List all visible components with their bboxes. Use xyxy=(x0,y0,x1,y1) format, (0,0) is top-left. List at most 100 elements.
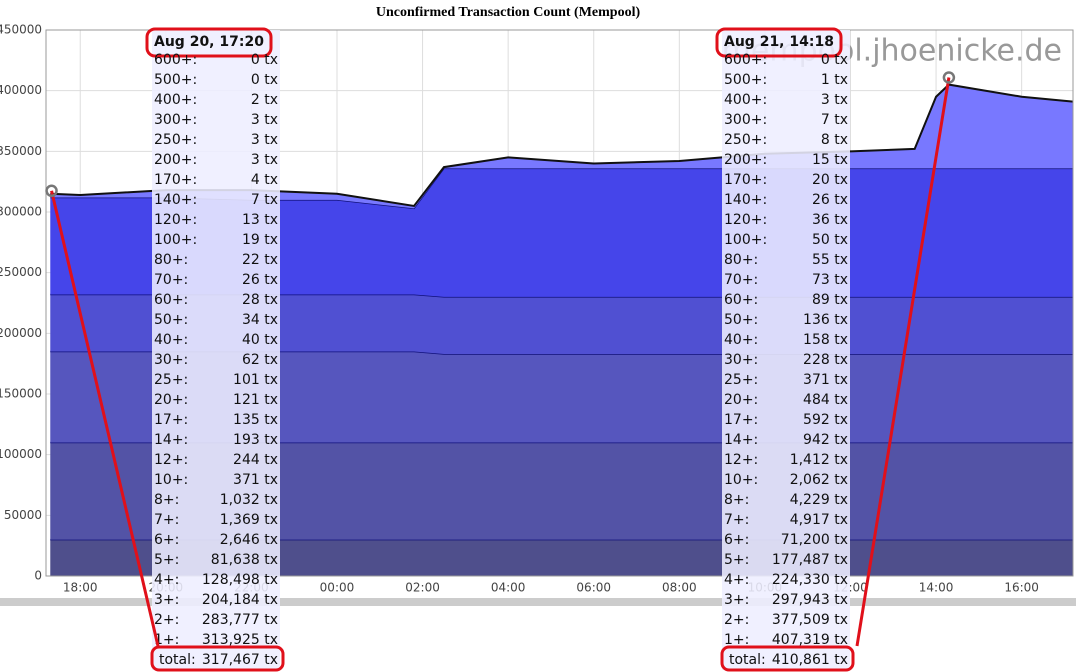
y-tick-label: 0 xyxy=(34,569,42,583)
tooltip-level: 7+: xyxy=(724,512,749,528)
tooltip-value: 371 tx xyxy=(803,372,848,388)
y-tick-label: 450000 xyxy=(0,23,42,37)
tooltip-level: 80+: xyxy=(724,252,758,268)
tooltip-value: 19 tx xyxy=(242,232,278,248)
tooltip-value: 193 tx xyxy=(233,432,278,448)
tooltip-value: 1,369 tx xyxy=(220,512,278,528)
tooltip-level: 70+: xyxy=(154,272,188,288)
tooltip-value: 89 tx xyxy=(812,292,848,308)
tooltip-level: 5+: xyxy=(724,552,749,568)
tooltip-total: 317,467 tx xyxy=(202,652,278,668)
tooltip-value: 2 tx xyxy=(251,92,278,108)
tooltip-value: 13 tx xyxy=(242,212,278,228)
tooltip-level: 60+: xyxy=(724,292,758,308)
tooltip-level: 4+: xyxy=(154,572,179,588)
tooltip-value: 158 tx xyxy=(803,332,848,348)
tooltip-level: 30+: xyxy=(724,352,758,368)
tooltip-value: 128,498 tx xyxy=(202,572,278,588)
tooltip-value: 228 tx xyxy=(803,352,848,368)
plot-border xyxy=(45,29,1074,577)
tooltip-value: 3 tx xyxy=(251,112,278,128)
y-tick-label: 100000 xyxy=(0,447,42,461)
tooltip-level: 50+: xyxy=(154,312,188,328)
tooltip-level: 80+: xyxy=(154,252,188,268)
tooltip-value: 4 tx xyxy=(251,172,278,188)
scroll-bar xyxy=(0,598,1076,606)
tooltip-level: 17+: xyxy=(724,412,758,428)
tooltip-level: 25+: xyxy=(724,372,758,388)
tooltip-level: 200+: xyxy=(724,152,767,168)
tooltip-value: 50 tx xyxy=(812,232,848,248)
y-tick-label: 50000 xyxy=(4,508,42,522)
tooltip-value: 0 tx xyxy=(251,52,278,68)
tooltip-level: 20+: xyxy=(724,392,758,408)
x-tick-label: 06:00 xyxy=(576,581,611,595)
hover-point xyxy=(45,184,58,198)
tooltip-value: 204,184 tx xyxy=(202,592,278,608)
tooltip-level: 12+: xyxy=(154,452,188,468)
tooltip-level: 2+: xyxy=(154,612,179,628)
tooltip-value: 3 tx xyxy=(821,92,848,108)
tooltip-level: 140+: xyxy=(724,192,767,208)
tooltip-value: 177,487 tx xyxy=(772,552,848,568)
tooltip-value: 40 tx xyxy=(242,332,278,348)
tooltip-level: 600+: xyxy=(724,52,767,68)
tooltip-value: 26 tx xyxy=(812,192,848,208)
tooltip-value: 3 tx xyxy=(251,132,278,148)
tooltip-level: 1+: xyxy=(154,632,179,648)
tooltip-background xyxy=(152,30,280,670)
tooltip-level: 8+: xyxy=(154,492,179,508)
x-tick-label: 18:00 xyxy=(63,581,98,595)
tooltip-value: 2,646 tx xyxy=(220,532,278,548)
tooltip-level: 70+: xyxy=(724,272,758,288)
tooltip-value: 297,943 tx xyxy=(772,592,848,608)
tooltip-level: 12+: xyxy=(724,452,758,468)
tooltip-level: 8+: xyxy=(724,492,749,508)
tooltip: Aug 21, 14:18 600+: 0 tx 500+: 1 tx 400+: 3 tx… xyxy=(715,27,855,672)
tooltip-title: Aug 20, 17:20 xyxy=(154,34,264,50)
tooltip-value: 36 tx xyxy=(812,212,848,228)
tooltip-level: 25+: xyxy=(154,372,188,388)
hover-point xyxy=(942,71,956,84)
x-tick-label: 04:00 xyxy=(491,581,526,595)
tooltip-value: 0 tx xyxy=(821,52,848,68)
tooltip-value: 135 tx xyxy=(233,412,278,428)
tooltip-value: 7 tx xyxy=(821,112,848,128)
y-tick-label: 400000 xyxy=(0,83,42,97)
tooltip-level: 300+: xyxy=(724,112,767,128)
tooltip-value: 26 tx xyxy=(242,272,278,288)
tooltip-level: 400+: xyxy=(154,92,197,108)
tooltip-value: 71,200 tx xyxy=(781,532,848,548)
tooltip-value: 101 tx xyxy=(233,372,278,388)
tooltip-value: 28 tx xyxy=(242,292,278,308)
tooltip-value: 484 tx xyxy=(803,392,848,408)
tooltip-value: 121 tx xyxy=(233,392,278,408)
tooltip-value: 34 tx xyxy=(242,312,278,328)
tooltip-value: 371 tx xyxy=(233,472,278,488)
tooltip-level: 500+: xyxy=(154,72,197,88)
y-tick-label: 150000 xyxy=(0,387,42,401)
tooltip-value: 7 tx xyxy=(251,192,278,208)
highlight-box xyxy=(145,27,273,58)
tooltip-level: 100+: xyxy=(724,232,767,248)
tooltip-value: 20 tx xyxy=(812,172,848,188)
tooltip-level: 170+: xyxy=(724,172,767,188)
tooltip-value: 313,925 tx xyxy=(202,632,278,648)
tooltip-level: 7+: xyxy=(154,512,179,528)
tooltip-level: 120+: xyxy=(724,212,767,228)
tooltip-value: 224,330 tx xyxy=(772,572,848,588)
tooltip-value: 283,777 tx xyxy=(202,612,278,628)
highlight-box xyxy=(720,645,855,672)
tooltip-level: 500+: xyxy=(724,72,767,88)
tooltip-value: 1 tx xyxy=(821,72,848,88)
tooltip-value: 942 tx xyxy=(803,432,848,448)
tooltip-level: 250+: xyxy=(724,132,767,148)
tooltip-value: 4,229 tx xyxy=(790,492,848,508)
tooltip-value: 136 tx xyxy=(803,312,848,328)
tooltip-level: 4+: xyxy=(724,572,749,588)
tooltip-total: 410,861 tx xyxy=(772,652,848,668)
tooltip-total-label: total: xyxy=(729,652,766,668)
x-tick-label: 02:00 xyxy=(405,581,440,595)
tooltip-total-label: total: xyxy=(159,652,196,668)
tooltip-value: 8 tx xyxy=(821,132,848,148)
